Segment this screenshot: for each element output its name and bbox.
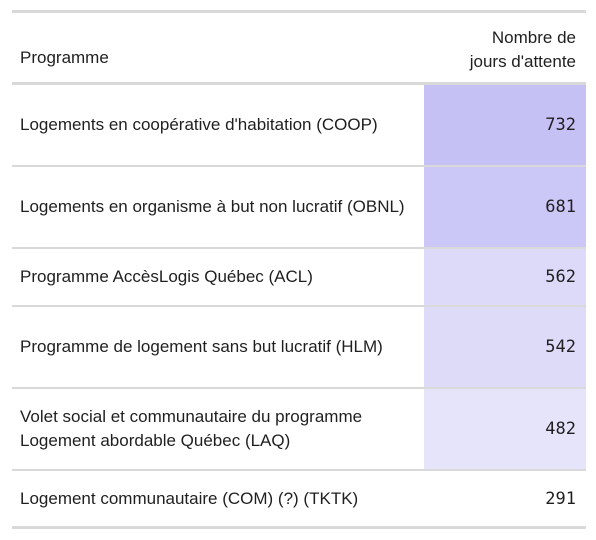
table-row: Logements en organisme à but non lucrati…	[12, 167, 586, 249]
row-program: Programme AccèsLogis Québec (ACL)	[20, 267, 313, 286]
table-row: Logements en coopérative d'habitation (C…	[12, 85, 586, 167]
row-days: 681	[424, 167, 586, 247]
row-days: 562	[424, 249, 586, 305]
table-row: Logement communautaire (COM) (?) (TKTK) …	[12, 471, 586, 529]
row-days: 732	[424, 85, 586, 165]
table-top-rule	[12, 10, 586, 13]
row-days: 291	[424, 471, 586, 526]
row-program: Logements en organisme à but non lucrati…	[20, 197, 405, 216]
table-row: Programme de logement sans but lucratif …	[12, 307, 586, 389]
row-days: 482	[424, 389, 586, 469]
row-program: Volet social et communautaire du program…	[20, 407, 363, 450]
row-program: Programme de logement sans but lucratif …	[20, 337, 383, 356]
row-program: Logements en coopérative d'habitation (C…	[20, 115, 378, 134]
header-days: Nombre de jours d'attente	[424, 13, 586, 82]
header-program: Programme	[20, 48, 109, 67]
header-days-line1: Nombre de	[491, 28, 576, 47]
table-header: Programme Nombre de jours d'attente	[12, 13, 586, 85]
table-row: Programme AccèsLogis Québec (ACL) 562	[12, 249, 586, 307]
header-days-line2: jours d'attente	[469, 52, 576, 71]
row-program: Logement communautaire (COM) (?) (TKTK)	[20, 488, 359, 508]
waiting-days-table: Programme Nombre de jours d'attente Loge…	[12, 10, 586, 529]
row-days: 542	[424, 307, 586, 387]
table-row: Volet social et communautaire du program…	[12, 389, 586, 471]
